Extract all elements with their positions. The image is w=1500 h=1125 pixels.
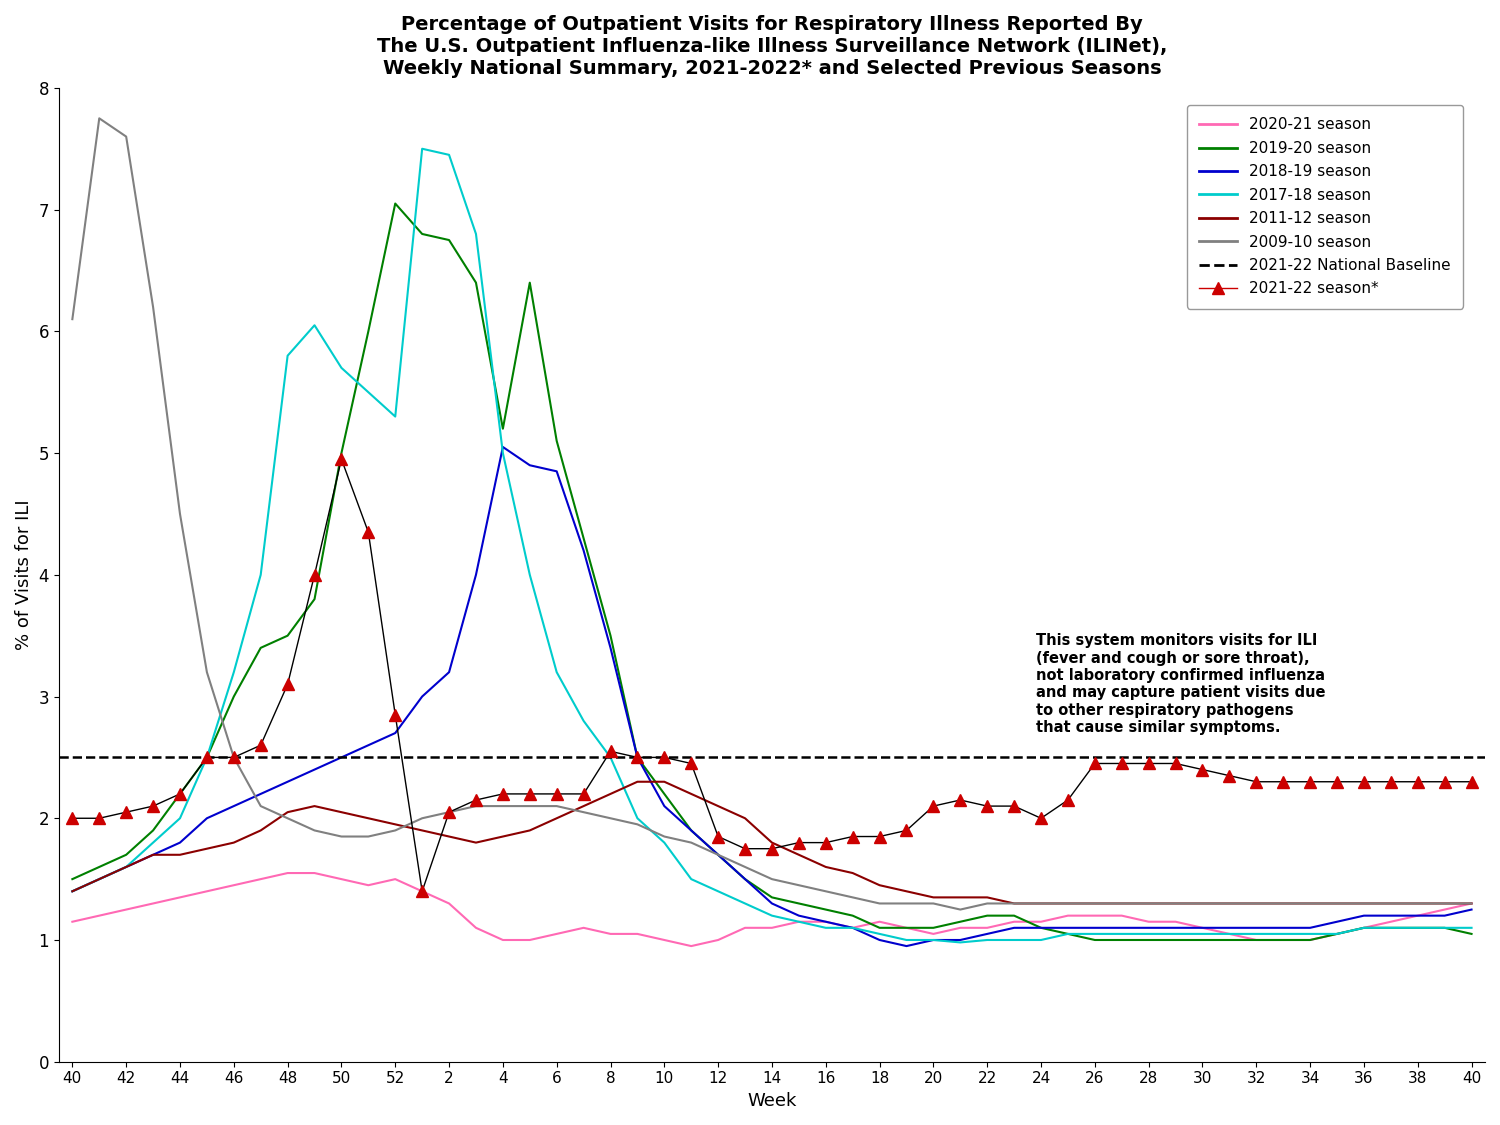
Title: Percentage of Outpatient Visits for Respiratory Illness Reported By
The U.S. Out: Percentage of Outpatient Visits for Resp… xyxy=(376,15,1167,78)
Text: This system monitors visits for ILI
(fever and cough or sore throat),
not labora: This system monitors visits for ILI (fev… xyxy=(1036,633,1326,736)
Legend: 2020-21 season, 2019-20 season, 2018-19 season, 2017-18 season, 2011-12 season, : 2020-21 season, 2019-20 season, 2018-19 … xyxy=(1186,106,1462,308)
Y-axis label: % of Visits for ILI: % of Visits for ILI xyxy=(15,500,33,650)
X-axis label: Week: Week xyxy=(747,1092,796,1110)
